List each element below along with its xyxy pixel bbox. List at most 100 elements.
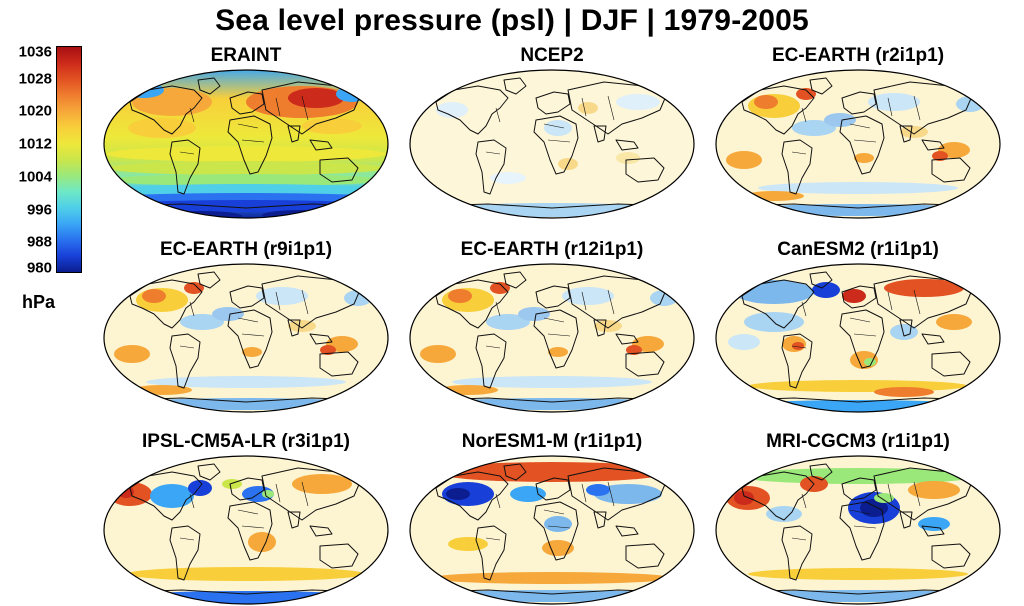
- continent-outline: [921, 139, 945, 151]
- continent-outline: [625, 543, 665, 569]
- pressure-anomaly-blob: [824, 113, 856, 127]
- continent-outline: [741, 471, 815, 521]
- continent-outline: [899, 319, 913, 337]
- continent-outline: [197, 463, 221, 481]
- continent-outline: [931, 543, 971, 569]
- pressure-anomaly-blob: [748, 380, 968, 392]
- country-border: [495, 301, 501, 317]
- continent-outline: [503, 77, 527, 95]
- country-border: [543, 317, 565, 323]
- panel-title: NCEP2: [520, 45, 584, 66]
- map-panel-ec-earth-r2: EC-EARTH (r2i1p1): [714, 44, 1002, 220]
- pressure-anomaly-blob: [616, 94, 660, 110]
- pressure-anomaly-blob: [448, 537, 488, 551]
- country-border: [607, 95, 615, 121]
- map-panel-canesm2: CanESM2 (r1i1p1): [714, 238, 1002, 414]
- continent-outline: [535, 91, 571, 115]
- pressure-anomaly-blob: [758, 182, 958, 194]
- pressure-anomaly-blob: [106, 146, 386, 162]
- continent-outline: [287, 125, 301, 143]
- field-background: [410, 70, 694, 218]
- panel-title: MRI-CGCM3 (r1i1p1): [766, 431, 950, 452]
- country-border: [913, 481, 921, 507]
- map-field: [104, 70, 388, 218]
- country-border: [853, 333, 877, 337]
- country-border: [607, 481, 615, 507]
- pressure-anomaly-blob: [106, 193, 386, 203]
- country-border: [581, 97, 587, 117]
- continent-outline: [229, 477, 265, 501]
- pressure-anomaly-blob: [452, 376, 652, 388]
- country-border: [275, 483, 281, 503]
- colorbar-tick: 988: [26, 233, 52, 251]
- continent-outline: [931, 351, 971, 377]
- country-border: [887, 291, 893, 311]
- map-noresm1: [409, 455, 695, 605]
- country-border: [301, 289, 309, 315]
- pressure-anomaly-blob: [594, 484, 662, 504]
- pressure-anomaly-blob: [248, 532, 276, 552]
- pressure-anomaly-blob: [548, 347, 568, 357]
- pressure-anomaly-blob: [884, 279, 964, 297]
- country-border: [179, 537, 195, 541]
- pressure-anomaly-blob: [448, 289, 472, 303]
- country-border: [913, 95, 921, 121]
- continent-outline: [309, 333, 333, 345]
- pressure-anomaly-blob: [438, 385, 498, 395]
- pressure-anomaly-blob: [868, 93, 920, 111]
- map-ec-earth-r12: [409, 263, 695, 413]
- pressure-anomaly-blob: [562, 287, 614, 305]
- continent-outline: [841, 477, 877, 501]
- continent-outline: [435, 471, 509, 521]
- continent-outline: [839, 115, 885, 175]
- map-panel-ec-earth-r9: EC-EARTH (r9i1p1): [102, 238, 390, 414]
- pressure-anomaly-blob: [146, 376, 346, 388]
- map-frame: [715, 263, 1001, 413]
- continent-outline: [503, 271, 527, 289]
- pressure-anomaly-blob: [544, 516, 572, 532]
- country-border: [853, 139, 877, 143]
- pressure-anomaly-blob: [490, 282, 510, 294]
- country-border: [547, 333, 571, 337]
- country-border: [791, 345, 807, 349]
- map-panel-ncep2: NCEP2: [408, 44, 696, 220]
- country-border: [887, 97, 893, 117]
- pressure-anomaly-blob: [936, 314, 972, 330]
- country-border: [543, 123, 565, 129]
- pressure-anomaly-blob: [754, 95, 778, 109]
- pressure-anomaly-blob: [446, 488, 470, 500]
- map-canesm2: [715, 263, 1001, 413]
- colorbar-unit: hPa: [22, 292, 56, 312]
- pressure-anomaly-blob: [726, 151, 762, 169]
- country-border: [849, 123, 871, 129]
- pressure-anomaly-blob: [626, 345, 642, 355]
- pressure-anomaly-blob: [142, 289, 166, 303]
- continent-outline: [475, 333, 507, 389]
- country-border: [241, 139, 265, 143]
- continent-outline: [435, 279, 509, 329]
- pressure-anomaly-blob: [738, 468, 978, 484]
- pressure-anomaly-blob: [728, 590, 988, 602]
- country-border: [241, 525, 265, 529]
- country-border: [189, 107, 195, 123]
- pressure-anomaly-blob: [744, 191, 804, 201]
- continent-outline: [839, 501, 885, 561]
- map-panel-noresm1: NorESM1-M (r1i1p1): [408, 430, 696, 606]
- continent-outline: [535, 477, 571, 501]
- pressure-anomaly-blob: [918, 517, 950, 531]
- map-frame: [409, 69, 695, 219]
- pressure-anomaly-blob: [106, 184, 386, 196]
- pressure-anomaly-blob: [126, 398, 366, 410]
- continent-outline: [839, 309, 885, 369]
- country-border: [237, 123, 259, 129]
- panel-title: EC-EARTH (r2i1p1): [771, 45, 945, 66]
- pressure-anomaly-blob: [616, 152, 640, 164]
- continent-outline: [625, 351, 665, 377]
- pressure-anomaly-blob: [874, 493, 894, 503]
- continent-outline: [921, 333, 945, 345]
- pressure-anomaly-blob: [738, 204, 978, 216]
- colorbar-tick: 1036: [18, 43, 52, 61]
- pressure-anomaly-blob: [932, 151, 948, 161]
- colorbar-tick: 1028: [18, 70, 52, 88]
- pressure-anomaly-blob: [728, 334, 760, 350]
